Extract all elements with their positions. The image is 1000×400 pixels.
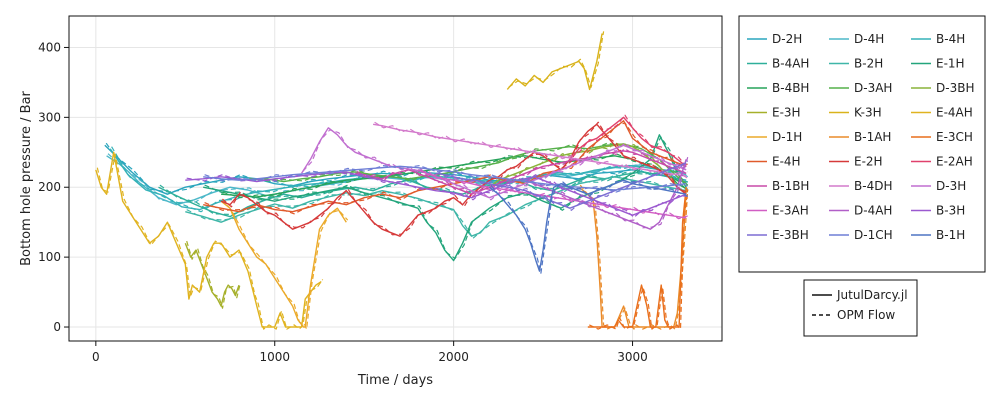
method-legend-frame	[803, 279, 918, 337]
series-line-b-4dh-opm	[374, 121, 689, 179]
axis-ticks: 0 1000 2000 3000 0 100 200 300 400	[38, 40, 648, 364]
x-tick-label: 0	[92, 350, 100, 364]
method-legend: JutulDarcy.jl OPM Flow	[803, 279, 918, 337]
series-line-e-4ah-opm	[96, 153, 324, 330]
well-legend-frame	[738, 15, 986, 273]
series-line-k-3h-opm	[508, 31, 605, 88]
legend-label: D-3BH	[936, 81, 974, 95]
legend-label: B-4DH	[854, 179, 892, 193]
series-line-d-1h-opm	[222, 198, 349, 330]
series-line-b-4ah-opm	[159, 172, 688, 216]
legend-label: B-4AH	[772, 57, 809, 71]
y-tick-label: 200	[38, 180, 61, 194]
y-axis-label: Bottom hole pressure / Bar	[19, 90, 34, 265]
well-legend: D-2H D-4H B-4H B-4AH B-2H E-1H B-4BH D-3AH D-3BH…	[738, 15, 986, 273]
x-tick-label: 1000	[259, 350, 290, 364]
series-line-e-1h-opm	[204, 136, 689, 260]
legend-label: B-2H	[854, 57, 883, 71]
legend-label: E-3H	[772, 106, 801, 120]
series-line-d-3bh-opm	[490, 142, 688, 193]
x-tick-label: 2000	[438, 350, 469, 364]
legend-label: B-1AH	[854, 130, 891, 144]
x-axis-label: Time / days	[357, 373, 433, 388]
grid	[69, 16, 722, 341]
legend-label: D-3H	[936, 179, 966, 193]
legend-label: D-4H	[854, 32, 884, 46]
series-line-b-1h-opm	[490, 181, 688, 274]
series-line-b-2h-jutul	[185, 176, 687, 237]
legend-label: E-3BH	[772, 228, 809, 242]
series-line-e-3bh-jutul	[435, 162, 687, 209]
legend-label: K-3H	[854, 106, 882, 120]
legend-label: B-1H	[936, 228, 965, 242]
legend-label: B-3H	[936, 204, 965, 218]
series-line-e-3ch-jutul	[587, 187, 687, 328]
legend-label: D-2H	[772, 32, 802, 46]
y-tick-label: 100	[38, 250, 61, 264]
legend-label: E-4H	[772, 155, 801, 169]
y-tick-label: 300	[38, 110, 61, 124]
x-tick-label: 3000	[617, 350, 648, 364]
series-line-e-3bh-opm	[436, 160, 689, 211]
legend-label: B-4H	[936, 32, 965, 46]
series-line-d-1ch-opm	[204, 165, 688, 193]
series-line-b-2h-opm	[186, 174, 688, 239]
series-line-k-3h-jutul	[506, 33, 603, 91]
series-line-e-3h-jutul	[184, 242, 240, 307]
legend-label: D-4AH	[854, 204, 892, 218]
series-line-e-2h-jutul	[220, 123, 687, 237]
series-line-e-1h-jutul	[203, 134, 687, 262]
y-tick-label: 400	[38, 40, 61, 54]
method-legend-label: OPM Flow	[837, 308, 895, 322]
series-line-b-1h-jutul	[488, 179, 687, 272]
series-line-e-3h-opm	[186, 240, 241, 309]
legend-label: E-1H	[936, 57, 965, 71]
legend-label: E-4AH	[936, 106, 973, 120]
series-line-e-3ch-opm	[589, 189, 689, 330]
legend-label: E-3AH	[772, 204, 809, 218]
plot-frame	[68, 15, 723, 342]
legend-label: B-1BH	[772, 179, 809, 193]
series-line-b-4dh-jutul	[372, 123, 687, 177]
series-line-b-3h-opm	[186, 170, 688, 218]
series-line-d-3h-opm	[302, 129, 689, 201]
legend-label: D-1CH	[854, 228, 893, 242]
legend-label: B-4BH	[772, 81, 809, 95]
series-line-d-1h-jutul	[220, 200, 347, 328]
series-line-e-4ah-jutul	[95, 151, 322, 328]
series-line-e-2ah-opm	[571, 114, 689, 169]
series-lines	[95, 31, 689, 330]
series-line-e-2h-opm	[222, 121, 688, 236]
legend-label: D-3AH	[854, 81, 892, 95]
series-line-d-4ah-jutul	[524, 159, 687, 230]
legend-label: E-2H	[854, 155, 883, 169]
legend-label: E-2AH	[936, 155, 973, 169]
series-line-e-3ah-opm	[418, 167, 688, 220]
y-tick-label: 0	[53, 320, 61, 334]
legend-label: D-1H	[772, 130, 802, 144]
legend-label: E-3CH	[936, 130, 973, 144]
series-line-d-4h-opm	[107, 153, 689, 204]
method-legend-label: JutulDarcy.jl	[836, 288, 908, 302]
